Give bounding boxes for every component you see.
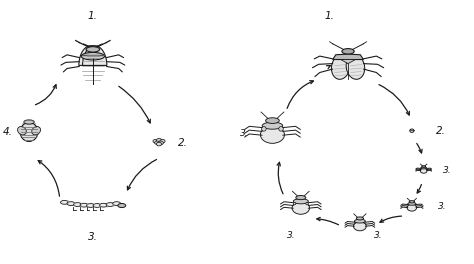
- Ellipse shape: [260, 126, 284, 143]
- Ellipse shape: [156, 139, 162, 142]
- Ellipse shape: [73, 203, 82, 206]
- Ellipse shape: [293, 199, 308, 204]
- Ellipse shape: [346, 55, 365, 79]
- Ellipse shape: [153, 139, 158, 143]
- Ellipse shape: [113, 202, 121, 205]
- Ellipse shape: [93, 204, 101, 208]
- Polygon shape: [82, 46, 107, 65]
- Ellipse shape: [296, 196, 306, 200]
- Text: 2.: 2.: [436, 126, 446, 136]
- Ellipse shape: [160, 139, 165, 143]
- Ellipse shape: [20, 122, 38, 142]
- Ellipse shape: [80, 203, 88, 207]
- Ellipse shape: [87, 204, 94, 208]
- Text: 3.: 3.: [287, 231, 296, 240]
- Ellipse shape: [67, 202, 75, 205]
- Ellipse shape: [407, 204, 417, 211]
- Ellipse shape: [262, 126, 266, 131]
- Ellipse shape: [354, 222, 366, 231]
- Polygon shape: [79, 46, 103, 65]
- Ellipse shape: [306, 202, 308, 205]
- Ellipse shape: [422, 166, 426, 167]
- Text: 1.: 1.: [324, 11, 334, 21]
- Ellipse shape: [342, 49, 354, 54]
- Text: 3.: 3.: [240, 129, 249, 138]
- Ellipse shape: [18, 126, 27, 135]
- Text: 3.: 3.: [88, 232, 98, 242]
- Ellipse shape: [279, 126, 283, 131]
- Ellipse shape: [61, 200, 68, 204]
- Text: 3.: 3.: [438, 202, 447, 211]
- Text: 1.: 1.: [88, 11, 98, 21]
- Ellipse shape: [410, 129, 414, 132]
- Ellipse shape: [409, 201, 415, 203]
- Ellipse shape: [24, 120, 34, 124]
- Ellipse shape: [355, 219, 365, 223]
- Text: 3.: 3.: [443, 166, 451, 175]
- Ellipse shape: [156, 142, 162, 146]
- Ellipse shape: [158, 141, 164, 145]
- Ellipse shape: [293, 202, 296, 205]
- Text: 3.: 3.: [374, 231, 383, 240]
- Ellipse shape: [106, 203, 114, 206]
- Ellipse shape: [364, 222, 365, 223]
- Ellipse shape: [356, 217, 364, 220]
- Ellipse shape: [262, 122, 283, 129]
- Ellipse shape: [331, 55, 350, 79]
- Text: 4.: 4.: [3, 127, 13, 137]
- Polygon shape: [333, 54, 364, 59]
- Ellipse shape: [118, 204, 126, 208]
- Polygon shape: [341, 59, 356, 64]
- Ellipse shape: [86, 47, 100, 52]
- Ellipse shape: [32, 126, 41, 135]
- Ellipse shape: [355, 222, 356, 223]
- Ellipse shape: [155, 141, 160, 145]
- Ellipse shape: [421, 167, 427, 169]
- Ellipse shape: [420, 168, 427, 173]
- Ellipse shape: [408, 202, 416, 205]
- Ellipse shape: [265, 118, 279, 124]
- Ellipse shape: [81, 53, 105, 60]
- Ellipse shape: [292, 202, 310, 214]
- Ellipse shape: [100, 203, 108, 207]
- Text: 2.: 2.: [178, 138, 188, 148]
